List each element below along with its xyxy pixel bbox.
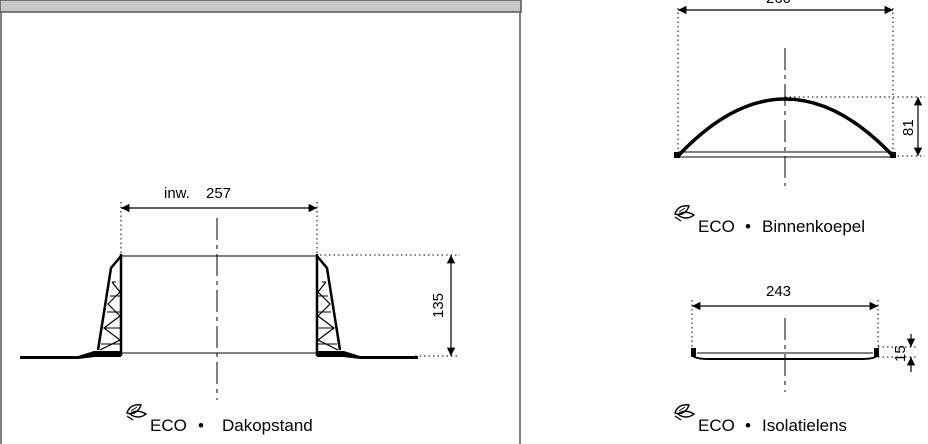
dakopstand-height-label: 135 <box>430 293 447 318</box>
binnenkoepel-caption-brand: ECO <box>698 217 735 236</box>
binnenkoepel-drawing <box>674 5 925 186</box>
eco-leaf-icon <box>674 404 695 421</box>
dakopstand-drawing <box>20 202 460 400</box>
dakopstand-caption-brand: ECO <box>150 416 187 435</box>
eco-leaf-icon <box>674 205 695 222</box>
dakopstand-caption-name: Dakopstand <box>222 416 313 435</box>
dakopstand-width-prefix: inw. <box>164 185 190 202</box>
binnenkoepel-width-label: 260 <box>766 0 791 7</box>
dakopstand-caption-bullet: • <box>198 416 204 435</box>
binnenkoepel-caption-bullet: • <box>745 217 751 236</box>
isolatielens-caption-bullet: • <box>745 416 751 435</box>
isolatielens-caption-name: Isolatielens <box>762 416 847 435</box>
isolatielens-height-label: 15 <box>892 345 909 362</box>
isolatielens-width-label: 243 <box>766 283 791 300</box>
isolatielens-drawing <box>691 300 916 392</box>
left-panel-frame <box>0 0 522 444</box>
binnenkoepel-height-label: 81 <box>900 119 917 136</box>
eco-leaf-icon <box>126 404 147 421</box>
dakopstand-width-label: 257 <box>206 185 231 202</box>
binnenkoepel-caption-name: Binnenkoepel <box>762 217 865 236</box>
isolatielens-caption-brand: ECO <box>698 416 735 435</box>
